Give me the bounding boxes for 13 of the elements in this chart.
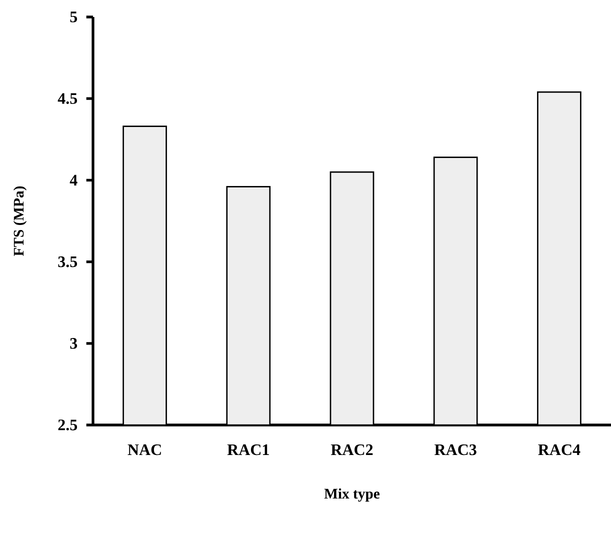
y-tick-label: 3	[70, 338, 78, 349]
y-tick-label: 2.5	[58, 420, 78, 430]
y-tick-label: 3.5	[58, 256, 78, 268]
y-tick-label: 4	[70, 174, 78, 186]
x-tick-label: RAC2	[330, 444, 373, 456]
x-tick-label: RAC3	[434, 444, 476, 456]
x-axis-title: Mix type	[324, 488, 380, 502]
y-tick-label: 5	[70, 12, 78, 22]
x-tick-label: NAC	[128, 444, 161, 456]
y-tick-label: 4.5	[58, 93, 78, 104]
y-axis-title: FTS (MPa)	[13, 186, 27, 256]
x-tick-label: RAC4	[538, 444, 580, 456]
x-tick-label: RAC1	[227, 444, 269, 456]
